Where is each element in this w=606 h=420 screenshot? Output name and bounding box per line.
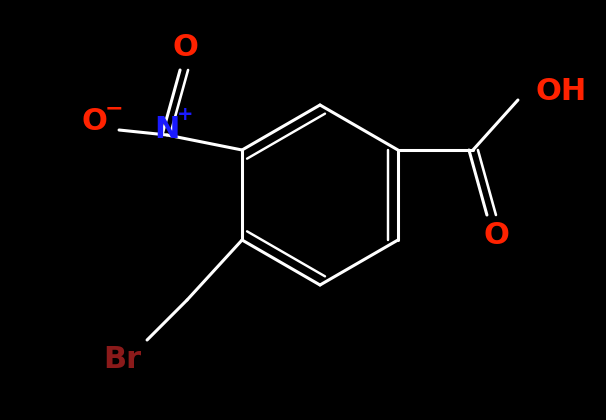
Text: OH: OH	[536, 78, 587, 107]
Text: +: +	[177, 105, 193, 124]
Text: O: O	[172, 34, 198, 63]
Text: −: −	[105, 98, 124, 118]
Text: N: N	[155, 116, 180, 144]
Text: O: O	[81, 108, 107, 136]
Text: Br: Br	[103, 346, 141, 375]
Text: O: O	[483, 220, 509, 249]
